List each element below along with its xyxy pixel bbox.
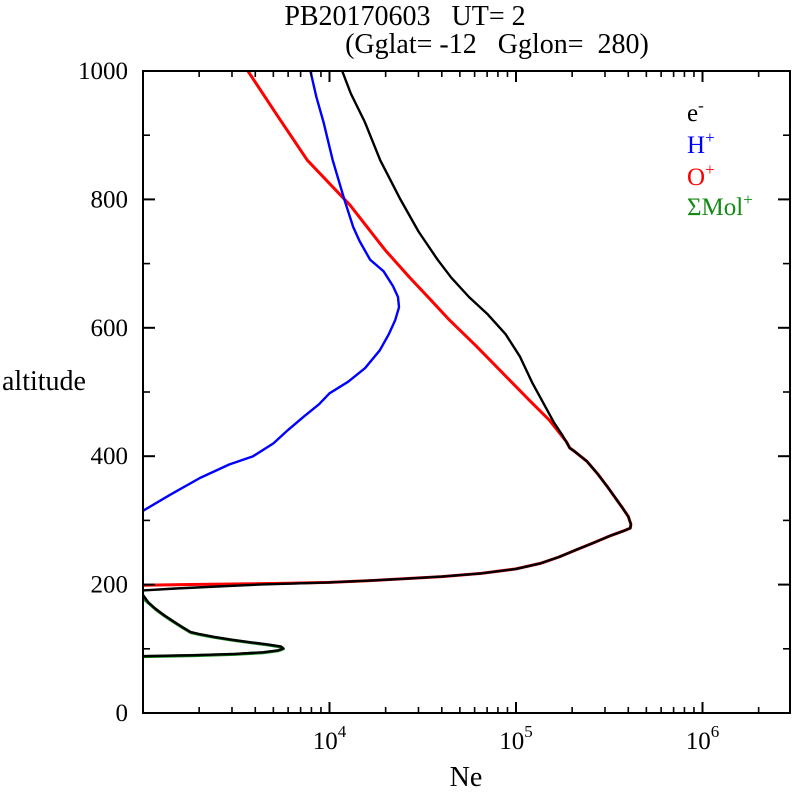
y-tick-label: 0 [116,700,129,727]
y-tick-label: 600 [91,315,129,342]
y-tick-label: 200 [91,572,129,599]
chart-subtitle: (Gglat= -12 Gglon= 280) [345,29,649,60]
series-h-plus-curve [142,70,401,512]
x-tick-label-base: 10 [313,728,338,755]
y-axis-label: altitude [2,366,86,397]
legend-item-o-plus: O+ [687,160,715,191]
x-tick-label-exponent: 5 [524,722,533,741]
legend-item-sup: + [705,160,715,179]
x-tick-label-exponent: 6 [711,722,720,741]
x-axis-label: Ne [450,762,483,793]
legend-item-h-plus: H+ [687,128,715,159]
legend-item-sup: + [705,128,715,147]
series-layer [142,70,633,659]
legend-item-text: H [687,132,705,159]
series-electron-curve [142,593,285,658]
legend-item-electron: e- [687,96,704,127]
legend-item-mol-plus: ΣMol+ [687,190,753,221]
chart-title: PB20170603 UT= 2 [284,1,525,32]
series-o-plus-curve [142,70,633,587]
y-tick-label: 400 [91,443,129,470]
y-tick-label: 1000 [78,58,128,85]
y-tick-label: 800 [91,186,129,213]
legend-item-sup: - [698,96,704,115]
x-tick-label: 105 [499,722,533,755]
x-tick-label-exponent: 4 [338,722,347,741]
legend-item-text: e [687,100,698,127]
x-tick-label-base: 10 [686,728,711,755]
legend-item-text: O [687,164,705,191]
legend-item-text: ΣMol [687,194,743,221]
x-tick-label: 106 [686,722,720,755]
series-mol-plus-curve [142,596,285,659]
x-tick-label: 104 [313,722,347,755]
series-electron-curve [142,70,633,592]
x-tick-label-base: 10 [499,728,524,755]
legend-item-sup: + [743,190,753,209]
